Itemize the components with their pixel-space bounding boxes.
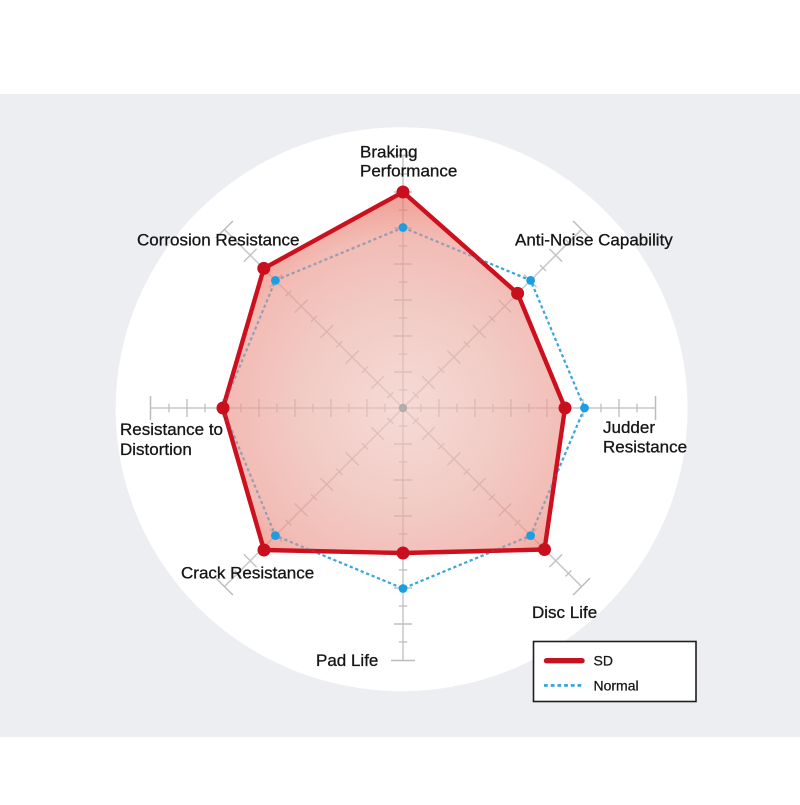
svg-text:SD: SD bbox=[594, 652, 613, 668]
svg-text:Anti-Noise Capability: Anti-Noise Capability bbox=[515, 230, 673, 249]
svg-text:Resistance: Resistance bbox=[603, 437, 687, 456]
svg-text:Distortion: Distortion bbox=[120, 440, 192, 459]
svg-text:Crack Resistance: Crack Resistance bbox=[181, 563, 314, 582]
svg-text:Corrosion Resistance: Corrosion Resistance bbox=[137, 230, 300, 249]
svg-text:Normal: Normal bbox=[594, 677, 639, 693]
svg-text:Resistance to: Resistance to bbox=[120, 420, 223, 439]
svg-text:Disc Life: Disc Life bbox=[532, 603, 597, 622]
svg-text:Pad Life: Pad Life bbox=[316, 651, 378, 670]
svg-text:Braking: Braking bbox=[360, 142, 418, 161]
svg-text:Judder: Judder bbox=[603, 418, 655, 437]
svg-text:Performance: Performance bbox=[360, 162, 457, 181]
